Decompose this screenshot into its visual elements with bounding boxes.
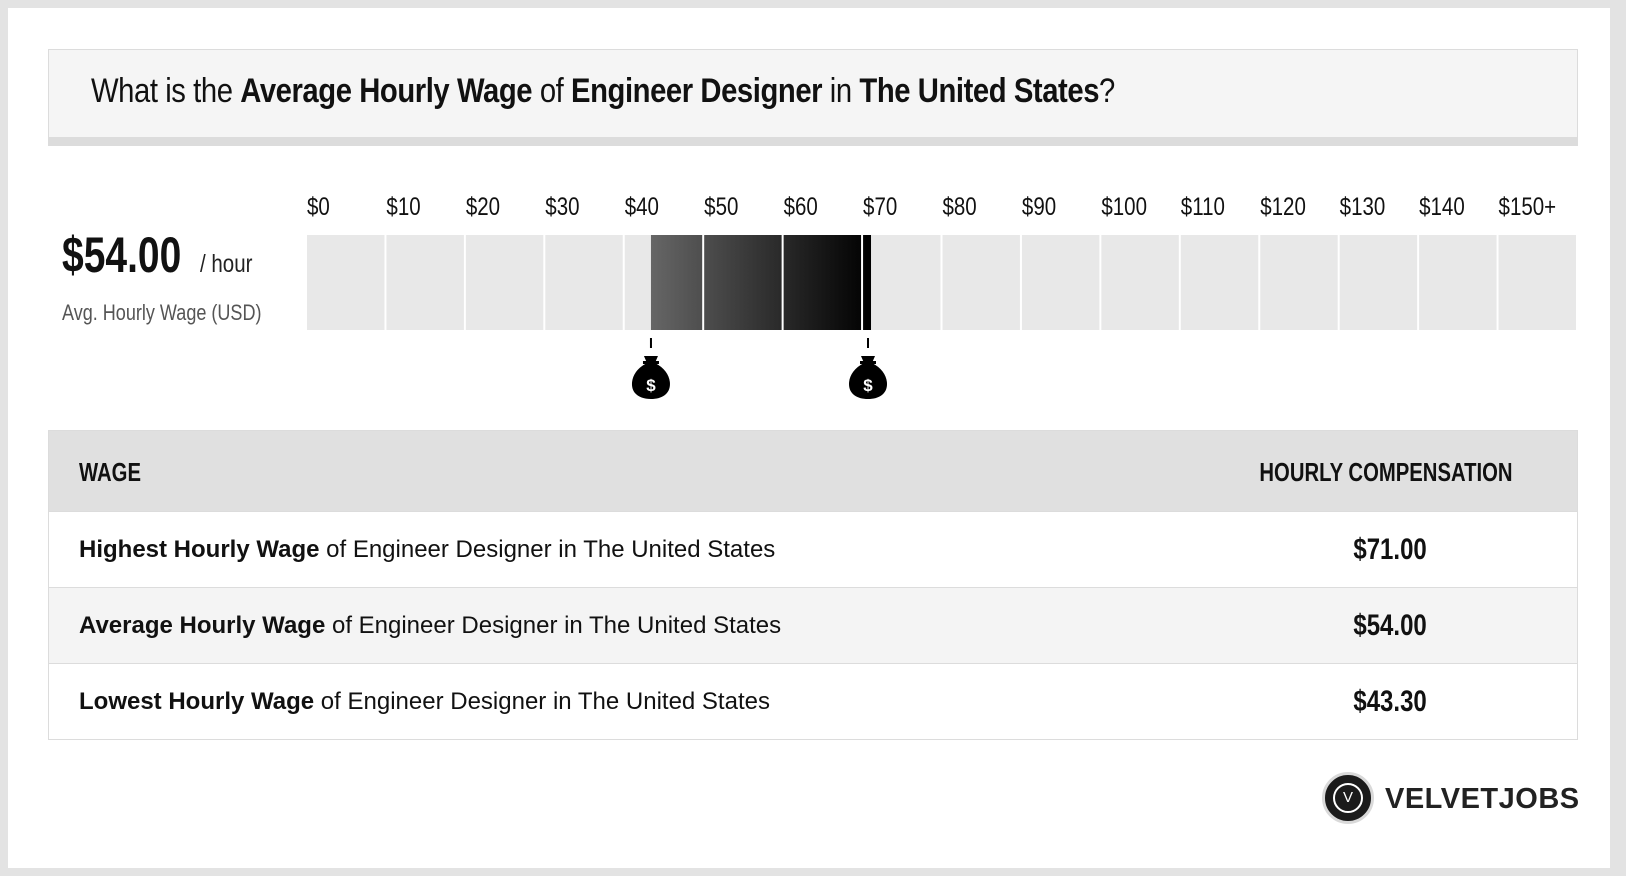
- header-hourly-compensation: HOURLY COMPENSATION: [1259, 457, 1513, 487]
- wage-table: WAGE HOURLY COMPENSATION Highest Hourly …: [48, 430, 1578, 740]
- table-row: Average Hourly Wage of Engineer Designer…: [49, 587, 1577, 663]
- average-wage-value: $54.00: [62, 227, 182, 283]
- scale-cell: [1180, 235, 1259, 330]
- row-label: Highest Hourly Wage of Engineer Designer…: [79, 536, 776, 563]
- tick-label: $140: [1419, 192, 1465, 220]
- tick-label: $150+: [1499, 192, 1557, 220]
- scale-cell: [545, 235, 623, 330]
- row-label: Average Hourly Wage of Engineer Designer…: [79, 612, 782, 639]
- title-bar: What is the Average Hourly Wage of Engin…: [48, 49, 1578, 137]
- tick-label: $20: [466, 192, 500, 220]
- logo-mark-icon: V: [1322, 772, 1374, 824]
- svg-text:$: $: [863, 376, 873, 395]
- table-row: Lowest Hourly Wage of Engineer Designer …: [49, 663, 1577, 739]
- cell-separator: [702, 235, 705, 330]
- logo-wordmark: VELVETJOBS: [1385, 783, 1580, 815]
- scale-cell: [1021, 235, 1100, 330]
- tick-label: $10: [386, 192, 420, 220]
- tick-label: $50: [704, 192, 738, 220]
- row-label: Lowest Hourly Wage of Engineer Designer …: [79, 688, 770, 715]
- money-bag-icon: $: [631, 338, 670, 399]
- page-title: What is the Average Hourly Wage of Engin…: [91, 72, 1115, 110]
- range-high-cap: [865, 235, 872, 330]
- table-header: WAGE HOURLY COMPENSATION: [49, 431, 1577, 511]
- header-wage: WAGE: [79, 457, 141, 487]
- tick-label: $60: [784, 192, 818, 220]
- scale-cell: [386, 235, 464, 330]
- scale-cell: [1339, 235, 1418, 330]
- title-divider: [48, 137, 1578, 146]
- cell-separator: [861, 235, 864, 330]
- wage-range-chart: $0 $10 $20 $30 $40 $50 $60 $70 $80 $90 $100 $110 $12…: [307, 192, 1576, 399]
- cell-separator: [781, 235, 784, 330]
- scale-cell: [1260, 235, 1338, 330]
- tick-label: $100: [1101, 192, 1147, 220]
- svg-text:$: $: [646, 376, 656, 395]
- tick-label: $0: [307, 192, 330, 220]
- average-wage-label: Avg. Hourly Wage (USD): [62, 300, 262, 325]
- average-wage-unit: / hour: [200, 250, 253, 278]
- table-row: Highest Hourly Wage of Engineer Designer…: [49, 511, 1577, 587]
- tick-label: $80: [943, 192, 977, 220]
- tick-label: $90: [1022, 192, 1056, 220]
- wage-range-bar: [650, 235, 872, 330]
- scale-cell: [1419, 235, 1497, 330]
- row-value: $71.00: [1353, 533, 1427, 566]
- scale-cell: [465, 235, 544, 330]
- scale-cell: [863, 235, 941, 330]
- money-bag-icon: $: [849, 338, 888, 399]
- velvetjobs-logo[interactable]: V VELVETJOBS: [1322, 772, 1582, 828]
- scale-cell: [307, 235, 385, 330]
- row-value: $54.00: [1353, 609, 1427, 642]
- tick-label: $30: [545, 192, 579, 220]
- tick-label: $110: [1181, 192, 1225, 220]
- tick-label: $120: [1260, 192, 1306, 220]
- scale-cell: [1498, 235, 1576, 330]
- tick-label: $40: [625, 192, 659, 220]
- scale-cell: [1101, 235, 1179, 330]
- scale-cell: [942, 235, 1020, 330]
- row-value: $43.30: [1353, 685, 1427, 718]
- tick-label: $70: [863, 192, 897, 220]
- tick-label: $130: [1340, 192, 1386, 220]
